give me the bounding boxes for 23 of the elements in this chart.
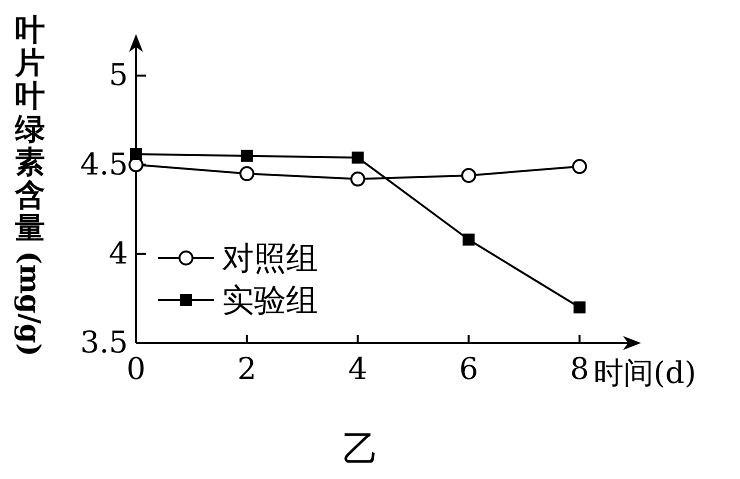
x-tick-label: 8	[570, 352, 590, 387]
y-axis-title: 叶片叶绿素含量(mg/g)	[14, 13, 46, 357]
point	[574, 301, 586, 314]
point	[350, 172, 366, 187]
y-tick-label: 3.5	[80, 326, 128, 360]
text: 乙	[342, 429, 378, 470]
point	[572, 159, 588, 174]
legend-label: 实验组	[222, 281, 318, 319]
y-tick-label: 5	[108, 58, 128, 94]
x-tick-label: 2	[237, 352, 256, 387]
point	[240, 150, 253, 162]
x-axis-title: 时间(d)	[594, 356, 696, 391]
legend-label: 对照组	[222, 239, 318, 277]
x-tick-label: 4	[348, 352, 368, 387]
x-tick-label: 0	[126, 352, 146, 387]
point	[130, 148, 142, 160]
point	[462, 234, 475, 246]
point	[239, 166, 254, 182]
x-tick-label: 6	[459, 352, 478, 387]
y-tick-label: 4.5	[80, 147, 128, 182]
y-tick-label: 4	[108, 236, 128, 272]
point	[352, 152, 364, 164]
point	[461, 168, 476, 183]
